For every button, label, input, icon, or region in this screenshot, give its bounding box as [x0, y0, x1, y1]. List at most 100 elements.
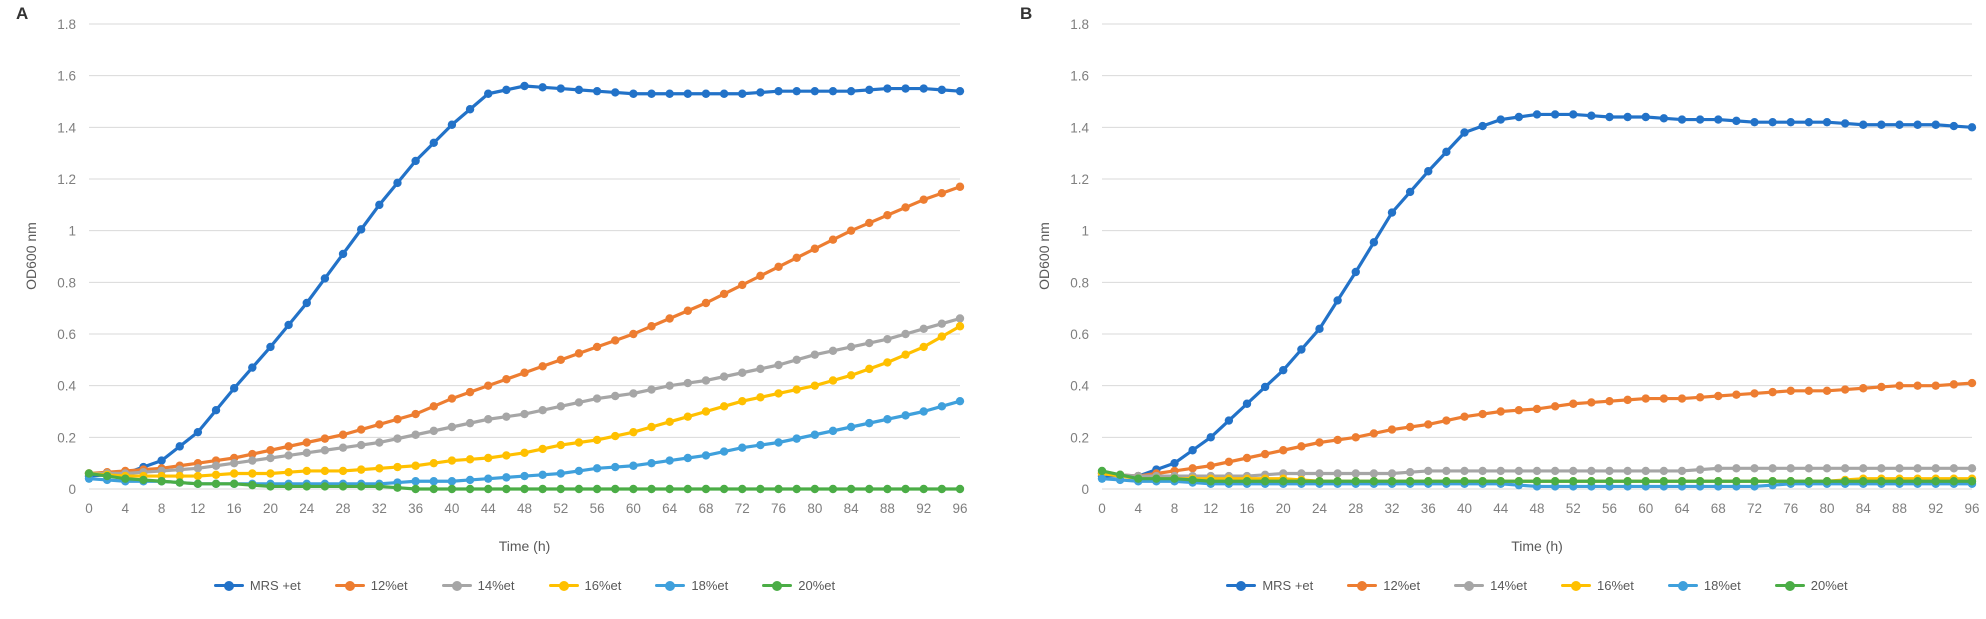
series-marker-12%et	[520, 368, 529, 377]
series-marker-MRS +et	[810, 86, 820, 96]
series-marker-12%et	[1732, 390, 1741, 399]
series-marker-12%et	[1550, 402, 1560, 411]
series-marker-icon	[762, 580, 793, 591]
series-marker-20%et	[1569, 477, 1578, 486]
series-marker-16%et	[356, 465, 366, 474]
x-tick-label: 32	[372, 501, 387, 516]
y-tick-label: 1.8	[1070, 17, 1089, 32]
series-marker-14%et	[1297, 469, 1306, 478]
series-marker-20%et	[1695, 477, 1705, 486]
series-marker-MRS +et	[538, 83, 547, 92]
series-marker-20%et	[629, 484, 638, 494]
series-marker-20%et	[465, 484, 475, 494]
legend-label: 14%et	[1490, 578, 1528, 593]
y-tick-label: 1.8	[57, 17, 76, 32]
series-marker-MRS +et	[1478, 121, 1487, 131]
series-marker-MRS +et	[955, 86, 965, 96]
series-marker-MRS +et	[1242, 399, 1252, 408]
series-marker-20%et	[1822, 477, 1832, 486]
series-marker-MRS +et	[1351, 267, 1360, 277]
series-marker-14%et	[919, 324, 928, 334]
series-marker-MRS +et	[1279, 365, 1288, 375]
series-marker-14%et	[229, 458, 239, 468]
series-marker-MRS +et	[774, 86, 783, 96]
x-tick-label: 24	[299, 501, 315, 516]
x-tick-label: 92	[916, 501, 931, 516]
series-marker-18%et	[919, 407, 928, 416]
series-marker-12%et	[411, 409, 420, 419]
y-tick-label: 0.4	[1070, 379, 1089, 394]
series-marker-16%et	[429, 458, 438, 468]
series-marker-MRS +et	[828, 86, 838, 96]
series-marker-12%et	[846, 226, 856, 235]
series-marker-MRS +et	[665, 89, 674, 98]
legend-item: 12%et	[334, 578, 408, 593]
series-marker-icon	[1667, 580, 1698, 591]
series-marker-20%et	[774, 484, 783, 494]
series-marker-MRS +et	[1949, 121, 1959, 131]
series-marker-14%et	[756, 364, 765, 374]
series-marker-12%et	[883, 210, 892, 220]
series-marker-MRS +et	[465, 105, 475, 114]
series-marker-20%et	[502, 484, 511, 494]
y-tick-label: 1.2	[57, 172, 76, 187]
x-tick-label: 76	[1783, 501, 1798, 516]
series-marker-12%et	[302, 438, 311, 447]
series-marker-14%et	[248, 456, 257, 465]
series-marker-MRS +et	[1714, 115, 1723, 124]
series-marker-MRS +et	[846, 86, 856, 96]
series-marker-20%et	[429, 484, 438, 494]
series-marker-18%et	[592, 464, 602, 473]
series-marker-12%et	[1967, 378, 1977, 388]
x-tick-label: 28	[336, 501, 351, 516]
series-marker-MRS +et	[1877, 120, 1886, 129]
series-marker-MRS +et	[1405, 187, 1415, 197]
series-marker-20%et	[611, 484, 620, 494]
legend-item: 14%et	[1454, 578, 1527, 593]
series-marker-20%et	[1550, 477, 1560, 486]
series-marker-MRS +et	[1786, 117, 1795, 127]
series-marker-20%et	[484, 484, 493, 494]
series-marker-16%et	[846, 371, 856, 380]
series-marker-20%et	[121, 474, 130, 483]
x-tick-label: 68	[698, 501, 713, 516]
series-marker-12%et	[810, 244, 820, 253]
y-tick-label: 0	[1081, 482, 1089, 497]
series-marker-14%et	[1587, 466, 1596, 476]
series-marker-MRS +et	[611, 88, 620, 97]
y-tick-label: 0.4	[57, 379, 76, 394]
series-marker-12%et	[1478, 409, 1487, 419]
series-marker-20%et	[937, 484, 947, 494]
series-marker-icon	[1561, 580, 1592, 591]
series-marker-18%et	[810, 430, 820, 439]
series-marker-12%et	[701, 298, 711, 308]
series-marker-12%et	[1840, 385, 1850, 394]
series-marker-14%et	[266, 453, 275, 463]
x-tick-label: 88	[1892, 501, 1907, 516]
series-marker-20%et	[1587, 477, 1596, 486]
series-marker-12%et	[556, 355, 565, 365]
series-marker-12%et	[1913, 381, 1922, 390]
series-marker-12%et	[484, 381, 493, 390]
panel-b-plot: 00.20.40.60.811.21.41.61.80 4 8 12 16 20 24 28 3…	[1070, 17, 1979, 516]
series-marker-16%et	[502, 451, 511, 460]
series-marker-20%et	[919, 484, 928, 494]
series-marker-12%et	[1224, 457, 1234, 467]
series-marker-MRS +et	[429, 138, 438, 148]
series-marker-20%et	[792, 484, 801, 494]
series-marker-14%et	[1514, 466, 1524, 476]
series-marker-MRS +et	[792, 86, 801, 96]
series-marker-14%et	[1387, 469, 1397, 478]
series-marker-MRS +et	[756, 88, 765, 97]
series-marker-20%et	[901, 484, 910, 494]
series-marker-12%et	[1315, 438, 1324, 447]
y-tick-label: 1.6	[57, 69, 76, 84]
series-marker-18%et	[429, 477, 438, 486]
series-marker-14%et	[955, 314, 965, 323]
legend-label: 14%et	[477, 578, 515, 593]
y-tick-label: 0.6	[57, 327, 76, 342]
x-tick-label: 0	[85, 501, 93, 516]
series-marker-20%et	[865, 484, 874, 494]
series-marker-20%et	[1677, 477, 1687, 486]
x-tick-label: 96	[952, 501, 967, 516]
